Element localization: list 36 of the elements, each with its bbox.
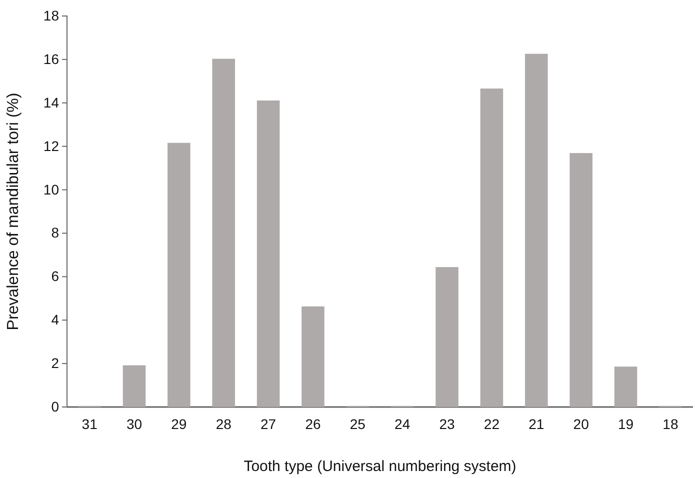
- x-tick-label: 31: [82, 416, 98, 432]
- x-tick-label: 18: [662, 416, 678, 432]
- x-tick-label: 19: [618, 416, 634, 432]
- bar: [168, 142, 190, 407]
- x-tick-label: 21: [528, 416, 544, 432]
- y-tick-label: 10: [43, 181, 60, 198]
- y-tick-label: 12: [43, 138, 60, 154]
- x-tick-label: 26: [305, 416, 321, 432]
- bar: [480, 88, 504, 407]
- x-tick-label: 29: [171, 416, 187, 432]
- x-tick-label: 24: [394, 416, 410, 432]
- bar: [524, 54, 548, 407]
- y-tick-label: 14: [43, 94, 60, 110]
- y-tick-label: 8: [51, 224, 60, 241]
- bar: [256, 100, 280, 407]
- bar: [122, 365, 146, 407]
- bar: [436, 267, 458, 407]
- x-tick-label: 25: [350, 416, 366, 432]
- x-axis-title: Tooth type (Universal numbering system): [244, 458, 516, 475]
- y-tick-label: 0: [51, 398, 60, 414]
- x-tick-label: 23: [439, 416, 456, 432]
- x-tick-label: 28: [216, 416, 232, 432]
- bar: [302, 306, 324, 407]
- y-tick-label: 4: [51, 312, 60, 328]
- y-axis-title: Prevalence of mandibular tori (%): [5, 92, 22, 330]
- y-tick-label: 2: [51, 355, 60, 372]
- x-tick-label: 30: [126, 416, 142, 432]
- x-tick-label: 22: [484, 416, 500, 432]
- y-tick-label: 6: [51, 268, 60, 284]
- bar: [614, 366, 638, 407]
- y-tick-label: 16: [43, 50, 60, 67]
- bar: [570, 153, 592, 407]
- x-tick-label: 27: [260, 416, 276, 432]
- bar: [212, 58, 236, 407]
- y-tick-label: 18: [43, 7, 60, 24]
- x-tick-label: 20: [573, 416, 590, 432]
